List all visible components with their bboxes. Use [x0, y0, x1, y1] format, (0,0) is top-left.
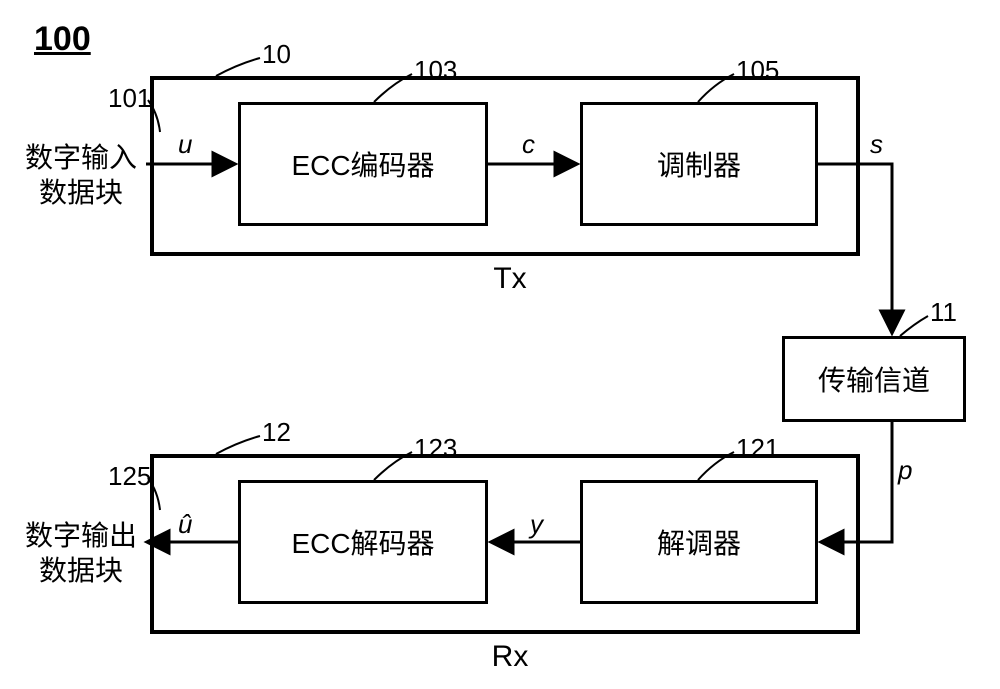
signal-uhat: û	[178, 508, 192, 541]
channel-box: 传输信道	[782, 336, 966, 422]
ref-101: 101	[108, 82, 151, 115]
ref-103: 103	[414, 54, 457, 87]
demodulator-box: 解调器	[580, 480, 818, 604]
ref-10: 10	[262, 38, 291, 71]
signal-c: c	[522, 128, 535, 161]
signal-p: p	[898, 454, 912, 487]
ref-121: 121	[736, 432, 779, 465]
ref-12: 12	[262, 416, 291, 449]
ref-105: 105	[736, 54, 779, 87]
signal-u: u	[178, 128, 192, 161]
signal-s: s	[870, 128, 883, 161]
tx-caption: Tx	[480, 260, 540, 298]
ref-123: 123	[414, 432, 457, 465]
signal-y: y	[530, 508, 543, 541]
ecc-decoder-box: ECC解码器	[238, 480, 488, 604]
modulator-box: 调制器	[580, 102, 818, 226]
ecc-encoder-box: ECC编码器	[238, 102, 488, 226]
ref-11: 11	[930, 296, 957, 329]
rx-output-label: 数字输出 数据块	[16, 518, 146, 588]
rx-caption: Rx	[480, 638, 540, 676]
tx-input-label: 数字输入 数据块	[16, 140, 146, 210]
figure-number: 100	[34, 18, 91, 61]
ref-125: 125	[108, 460, 151, 493]
